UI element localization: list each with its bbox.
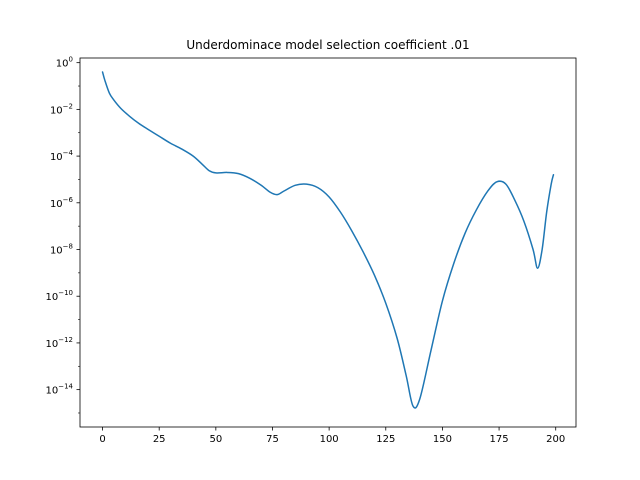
x-tick-label: 25	[153, 434, 166, 445]
x-tick-label: 0	[99, 434, 105, 445]
chart-title: Underdominace model selection coefficien…	[186, 38, 469, 52]
x-tick-label: 200	[546, 434, 565, 445]
y-tick-label: 100	[56, 56, 73, 70]
y-tick-label: 10−8	[50, 243, 73, 257]
y-tick-exponent: −12	[58, 336, 73, 344]
y-tick-base: 10	[45, 339, 58, 350]
y-tick-exponent: 0	[69, 56, 73, 64]
y-tick-base: 10	[45, 386, 58, 397]
y-tick-label: 10−14	[45, 383, 73, 397]
y-tick-base: 10	[50, 105, 63, 116]
y-tick-base: 10	[50, 246, 63, 257]
y-tick-exponent: −14	[58, 383, 73, 391]
plot-area	[80, 58, 576, 427]
x-axis-ticks: 0 25 50 75 100 125 150 175 200	[99, 427, 565, 445]
y-tick-label: 10−2	[50, 102, 73, 116]
y-tick-label: 10−6	[50, 196, 74, 210]
x-tick-label: 125	[376, 434, 395, 445]
x-tick-label: 150	[433, 434, 452, 445]
x-tick-label: 100	[320, 434, 339, 445]
y-tick-label: 10−4	[50, 149, 74, 163]
y-tick-base: 10	[50, 152, 63, 163]
series-line	[101, 71, 555, 409]
y-tick-exponent: −4	[63, 149, 74, 157]
y-tick-base: 10	[45, 292, 58, 303]
y-tick-label: 10−12	[45, 336, 73, 350]
y-tick-exponent: −8	[63, 243, 73, 251]
y-tick-base: 10	[50, 199, 63, 210]
y-tick-exponent: −6	[63, 196, 74, 204]
x-tick-label: 175	[490, 434, 509, 445]
y-tick-exponent: −10	[58, 289, 73, 297]
y-tick-base: 10	[56, 59, 69, 70]
y-tick-label: 10−10	[45, 289, 73, 303]
x-tick-label: 50	[209, 434, 222, 445]
x-tick-label: 75	[266, 434, 279, 445]
y-tick-exponent: −2	[63, 102, 73, 110]
plot-frame	[79, 57, 577, 428]
